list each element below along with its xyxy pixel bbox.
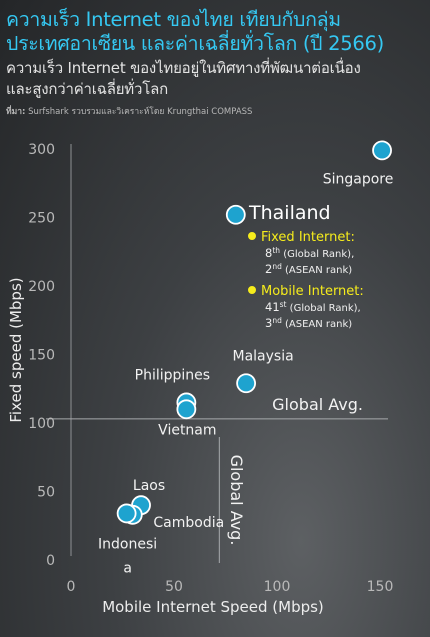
mobile-asean-rank: 3nd (ASEAN rank): [248, 316, 428, 332]
mobile-global-rank: 41st (Global Rank),: [248, 300, 428, 316]
point-label-laos: Laos: [133, 478, 165, 494]
fixed-internet-heading: Fixed Internet:: [248, 230, 428, 246]
x-tick-label: 150: [367, 579, 394, 595]
fixed-asean-rank-num: 2: [265, 262, 273, 276]
subtitle-line-1: ความเร็ว Internet ของไทยอยู่ในทิศทางที่พ…: [6, 59, 361, 77]
thailand-annotation: Thailand Fixed Internet: 8th (Global Ran…: [248, 202, 428, 332]
x-axis-title: Mobile Internet Speed (Mbps): [102, 598, 324, 616]
data-point-thailand: [225, 204, 246, 225]
fixed-asean-rank-note: (ASEAN rank): [281, 265, 353, 276]
data-point-vietnam: [176, 399, 197, 420]
y-tick-label: 100: [28, 416, 55, 432]
x-tick-label: 100: [264, 579, 291, 595]
mobile-internet-heading: Mobile Internet:: [248, 284, 428, 300]
title-line-2: ประเทศอาเซียน และค่าเฉลี่ยทั่วโลก (ปี 25…: [6, 32, 384, 55]
chart-subtitle: ความเร็ว Internet ของไทยอยู่ในทิศทางที่พ…: [6, 58, 426, 100]
point-label-indonesia: Indonesi: [98, 536, 157, 552]
y-tick-label: 200: [28, 279, 55, 295]
mobile-asean-rank-sup: nd: [272, 316, 282, 325]
annotation-country: Thailand: [249, 202, 331, 224]
title-line-1: ความเร็ว Internet ของไทย เทียบกับกลุ่ม: [6, 8, 341, 31]
data-point-indonesia: [116, 503, 137, 524]
mobile-global-rank-note: (Global Rank),: [286, 303, 361, 314]
header: ความเร็ว Internet ของไทย เทียบกับกลุ่ม ป…: [6, 8, 426, 118]
fixed-internet-block: Fixed Internet: 8th (Global Rank), 2nd (…: [248, 230, 428, 278]
y-tick-label: 300: [28, 142, 55, 158]
point-label-philippines: Philippines: [135, 367, 210, 383]
point-label-vietnam: Vietnam: [158, 422, 216, 438]
source-note: ที่มา: Surfshark รวบรวมและวิเคราะห์โดย K…: [6, 104, 426, 118]
fixed-global-rank-sup: th: [272, 246, 281, 255]
subtitle-line-2: และสูงกว่าค่าเฉลี่ยทั่วโลก: [6, 80, 168, 98]
y-tick-label: 250: [28, 211, 55, 227]
source-label: ที่มา:: [6, 107, 26, 117]
mobile-global-rank-sup: st: [279, 300, 287, 309]
point-label-cambodia: Cambodia: [153, 515, 224, 531]
global-avg-x-label: Global Avg.: [227, 455, 246, 546]
bullet-icon: [248, 232, 256, 240]
y-tick-label: 50: [37, 485, 55, 501]
fixed-internet-heading-text: Fixed Internet:: [261, 230, 355, 245]
fixed-global-rank: 8th (Global Rank),: [248, 246, 428, 262]
bullet-icon: [248, 286, 256, 294]
global-avg-y-label: Global Avg.: [272, 395, 363, 414]
source-text: Surfshark รวบรวมและวิเคราะห์โดย Krungtha…: [25, 107, 253, 117]
point-label-malaysia: Malaysia: [233, 348, 294, 364]
mobile-asean-rank-num: 3: [265, 316, 273, 330]
x-tick-label: 50: [165, 579, 183, 595]
chart-title: ความเร็ว Internet ของไทย เทียบกับกลุ่ม ป…: [6, 8, 426, 56]
y-tick-label: 150: [28, 348, 55, 364]
y-axis-title: Fixed speed (Mbps): [7, 277, 25, 422]
fixed-global-rank-note: (Global Rank),: [280, 249, 355, 260]
data-point-malaysia: [236, 373, 257, 394]
mobile-internet-heading-text: Mobile Internet:: [261, 284, 364, 299]
x-tick-label: 0: [67, 579, 76, 595]
y-tick-label: 0: [46, 553, 55, 569]
fixed-asean-rank: 2nd (ASEAN rank): [248, 262, 428, 278]
point-label-singapore: Singapore: [323, 171, 394, 187]
fixed-asean-rank-sup: nd: [272, 262, 282, 271]
mobile-asean-rank-note: (ASEAN rank): [281, 319, 353, 330]
point-label-indonesia-wrap: a: [123, 560, 132, 576]
mobile-internet-block: Mobile Internet: 41st (Global Rank), 3nd…: [248, 284, 428, 332]
data-point-singapore: [372, 140, 392, 161]
fixed-global-rank-num: 8: [265, 246, 273, 260]
mobile-global-rank-num: 41: [265, 300, 280, 314]
